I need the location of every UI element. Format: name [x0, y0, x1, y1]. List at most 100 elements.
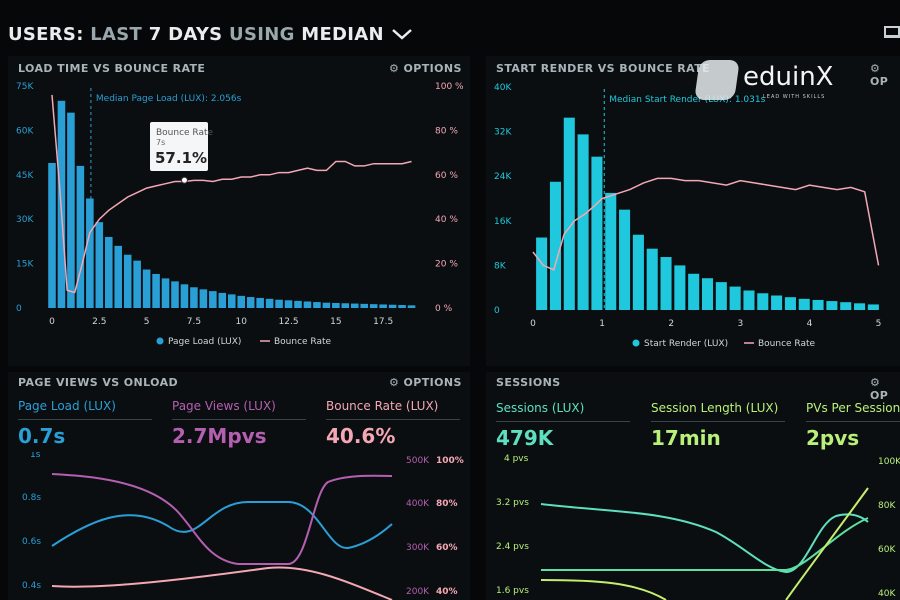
y-tick-label: 30K — [16, 215, 34, 225]
header-using: USING — [229, 23, 295, 45]
metric-label-session-length: Session Length (LUX) — [651, 401, 779, 415]
bar — [369, 304, 378, 308]
legend-label: Bounce Rate — [758, 339, 816, 349]
metric-value-page-views: 2.7Mpvs — [172, 424, 267, 448]
bar — [715, 282, 727, 310]
x-tick-label: 12.5 — [279, 317, 299, 327]
bar — [95, 222, 104, 308]
options-button[interactable]: ⚙ OPTIONS — [389, 62, 462, 75]
median-annotation: Median Start Render (LUX): 1.031s — [609, 95, 765, 105]
metric-divider — [806, 421, 900, 422]
y-tick-label: 0.6s — [22, 537, 41, 547]
y2-tick-label: 40 % — [435, 215, 458, 225]
y-tick-label: 24K — [494, 172, 512, 182]
bar — [180, 284, 189, 308]
series-line-bounce-rate — [51, 566, 393, 600]
x-tick-label: 5 — [876, 319, 882, 329]
metric-value-bounce-rate: 40.6% — [326, 424, 396, 448]
series-line-page-load — [51, 501, 393, 550]
y2-tick-label: 100K — [878, 457, 900, 467]
bar — [632, 234, 644, 310]
bar — [256, 297, 264, 308]
bar — [227, 294, 236, 308]
bar — [284, 300, 293, 308]
bar — [688, 273, 700, 310]
series-line-bounce-rate — [532, 177, 880, 271]
y2-tick-label: 80K — [878, 501, 896, 511]
bar — [322, 302, 331, 308]
bar — [729, 286, 741, 310]
y-tick-label: 1.6 pvs — [496, 586, 529, 596]
options-button[interactable]: ⚙ OPTIONS — [389, 376, 462, 389]
bar — [76, 165, 85, 308]
x-tick-label: 15 — [330, 317, 341, 327]
tooltip-sub: 7s — [156, 138, 165, 147]
monitor-icon[interactable] — [884, 26, 900, 38]
bar — [332, 302, 340, 308]
y3-tick-label: 40% — [436, 587, 458, 597]
options-button[interactable]: ⚙ OP — [870, 62, 889, 88]
bar — [246, 297, 255, 308]
y3-tick-label: 100% — [436, 456, 464, 466]
bar — [784, 297, 796, 310]
x-tick-label: 2 — [668, 319, 674, 329]
bar — [757, 293, 769, 310]
x-tick-label: 5 — [144, 317, 150, 327]
y2-tick-label: 80 % — [435, 126, 458, 136]
y2-tick-label: 20 % — [435, 260, 458, 270]
series-line-pvs-per-session — [540, 579, 667, 600]
bar — [190, 287, 198, 308]
legend-label: Bounce Rate — [274, 337, 332, 347]
median-annotation: Median Page Load (LUX): 2.056s — [96, 94, 242, 104]
y-tick-label: 0 — [494, 306, 500, 316]
header-median[interactable]: MEDIAN — [301, 23, 384, 45]
bar — [591, 156, 603, 310]
metric-value-session-length: 17min — [651, 426, 721, 450]
bar — [294, 300, 302, 308]
bar — [313, 302, 321, 308]
bar — [536, 237, 548, 310]
bar — [48, 162, 56, 308]
chart-page-views: 1s 0.8s 0.6s 0.4s 500K 400K 300K 200K 100% 80% 60%… — [22, 452, 464, 600]
options-button[interactable]: ⚙ OP — [870, 376, 889, 402]
metric-divider — [496, 421, 630, 422]
bar — [674, 265, 686, 310]
y-tick-label: 75K — [16, 82, 34, 92]
y2-tick-label: 0 % — [435, 304, 453, 314]
chevron-down-icon[interactable] — [390, 26, 414, 42]
bar — [826, 301, 838, 310]
tooltip-value: 57.1% — [155, 149, 207, 167]
y3-tick-label: 80% — [436, 499, 458, 509]
bar — [265, 298, 274, 308]
bar — [549, 181, 561, 310]
bar — [104, 236, 113, 308]
bar — [360, 303, 369, 308]
bar — [341, 303, 350, 308]
y2-tick-label: 100 % — [435, 82, 464, 92]
y-tick-label: 16K — [494, 217, 512, 227]
bar — [388, 304, 397, 308]
metric-divider — [18, 419, 152, 420]
bar — [743, 290, 755, 310]
tooltip-box — [150, 122, 208, 171]
bar — [701, 278, 714, 310]
metric-label-page-load: Page Load (LUX) — [18, 399, 116, 413]
bar — [660, 257, 672, 310]
y2-tick-label: 300K — [406, 543, 430, 553]
y-tick-label: 1s — [30, 452, 41, 460]
metric-divider — [651, 421, 785, 422]
panel-title: PAGE VIEWS VS ONLOAD — [18, 376, 179, 389]
y-tick-label: 0.4s — [22, 581, 41, 591]
chart-start-render: 0 8K 16K 24K 32K 40K 0 1 2 3 4 5 Median Start Render… — [494, 83, 882, 349]
y-tick-label: 60K — [16, 126, 34, 136]
panel-title: SESSIONS — [496, 376, 561, 389]
header-days[interactable]: 7 DAYS — [148, 23, 223, 45]
x-tick-label: 17.5 — [373, 317, 393, 327]
panel-title: LOAD TIME VS BOUNCE RATE — [18, 62, 206, 75]
metric-divider — [172, 419, 306, 420]
bar — [812, 299, 824, 310]
y-tick-label: 2.4 pvs — [496, 542, 529, 552]
y-tick-label: 3.2 pvs — [496, 498, 529, 508]
header-last: LAST — [90, 23, 143, 45]
y2-tick-label: 400K — [406, 499, 430, 509]
